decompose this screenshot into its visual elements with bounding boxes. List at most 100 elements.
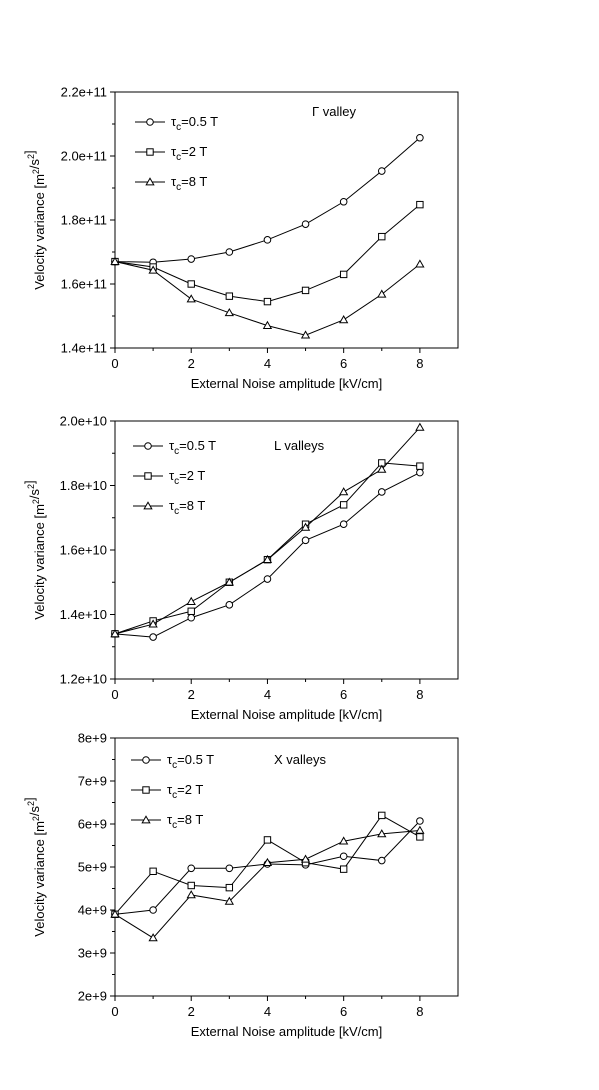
- x-tick-label: 0: [111, 687, 118, 702]
- y-tick-label: 5e+9: [78, 860, 107, 875]
- y-axis-title: Velocity variance [m2/s2]: [22, 480, 47, 619]
- legend-marker-triangle: [145, 177, 155, 186]
- x-tick-label: 6: [340, 687, 347, 702]
- panel-label: L valleys: [274, 438, 325, 453]
- data-point-circle: [225, 601, 234, 609]
- data-point-triangle: [262, 554, 273, 564]
- series-triangle: [110, 825, 425, 942]
- legend-marker-square: [142, 786, 150, 794]
- y-tick-label: 1.8e+11: [61, 213, 107, 228]
- data-point-square: [301, 286, 310, 295]
- x-axis-title: External Noise amplitude [kV/cm]: [191, 376, 382, 391]
- data-point-circle: [339, 197, 348, 206]
- series-square: [111, 459, 424, 638]
- data-point-square: [378, 811, 386, 820]
- data-point-square: [187, 881, 195, 890]
- data-point-triangle: [339, 315, 349, 324]
- data-point-square: [416, 833, 424, 841]
- data-point-circle: [149, 906, 157, 914]
- x-axis-title: External Noise amplitude [kV/cm]: [191, 707, 382, 722]
- data-point-circle: [149, 633, 157, 641]
- x-tick-label: 2: [188, 356, 195, 371]
- data-point-triangle: [339, 487, 349, 496]
- legend-marker-circle: [142, 756, 150, 764]
- x-tick-label: 4: [264, 687, 271, 702]
- legend-label: τc=0.5 T: [169, 438, 216, 457]
- data-point-circle: [377, 167, 386, 175]
- data-point-circle: [416, 133, 424, 142]
- x-tick-label: 4: [264, 356, 271, 371]
- legend: τc=0.5 T τc=2 T τc=8 T: [131, 752, 214, 831]
- legend-label: τc=8 T: [169, 498, 205, 517]
- y-tick-label: 4e+9: [78, 903, 107, 918]
- y-tick-label: 2e+9: [78, 989, 107, 1004]
- data-point-circle: [187, 613, 196, 622]
- data-point-triangle: [110, 256, 120, 265]
- series-line: [114, 427, 421, 635]
- series-square: [111, 200, 424, 306]
- series-circle: [111, 468, 424, 641]
- data-point-square: [378, 232, 386, 241]
- y-tick-label: 2.0e+11: [61, 149, 107, 164]
- x-axis-title: External Noise amplitude [kV/cm]: [191, 1024, 382, 1039]
- chart-panel-3: 2e+9 3e+9 4e+9 5e+9 6e+9 7e+9 8e+9 0 2 4 6 8 Externa…: [22, 731, 459, 1039]
- series-circle: [111, 817, 424, 919]
- data-point-triangle: [339, 836, 349, 845]
- chart-panel-2: 1.2e+10 1.4e+10 1.6e+10 1.8e+10 2.0e+10 0 2 4 6 8…: [22, 414, 459, 722]
- y-tick-label: 7e+9: [78, 774, 107, 789]
- legend-label: τc=2 T: [167, 782, 203, 801]
- data-point-triangle: [415, 259, 425, 268]
- series-line: [114, 472, 421, 638]
- legend: τc=0.5 T τc=2 T τc=8 T: [133, 438, 216, 517]
- legend-marker-triangle: [143, 501, 153, 510]
- legend-label: τc=8 T: [167, 812, 203, 831]
- plot-frame: [114, 420, 459, 680]
- y-tick-label: 1.4e+10: [60, 607, 107, 622]
- data-point-circle: [301, 220, 310, 228]
- y-tick-label: 1.8e+10: [60, 478, 107, 493]
- plot-frame: [114, 91, 459, 349]
- data-point-circle: [416, 817, 424, 825]
- series-line: [114, 829, 420, 939]
- series-square: [111, 811, 424, 918]
- data-point-circle: [187, 864, 196, 873]
- data-point-triangle: [224, 577, 234, 586]
- legend: τc=0.5 T τc=2 T τc=8 T: [135, 114, 218, 193]
- data-point-circle: [377, 856, 386, 865]
- data-point-circle: [263, 236, 272, 244]
- y-tick-label: 1.4e+11: [61, 341, 107, 356]
- x-tick-label: 0: [111, 1004, 118, 1019]
- y-tick-label: 1.6e+11: [61, 277, 107, 292]
- legend-label: τc=2 T: [171, 144, 207, 163]
- data-point-circle: [225, 864, 234, 873]
- x-tick-label: 8: [416, 1004, 423, 1019]
- legend-marker-square: [144, 472, 152, 480]
- series-line: [114, 462, 420, 635]
- x-tick-label: 4: [264, 1004, 271, 1019]
- data-point-square: [225, 883, 234, 892]
- series-circle: [111, 133, 424, 267]
- legend-label: τc=0.5 T: [171, 114, 218, 133]
- legend-marker-triangle: [141, 815, 151, 824]
- data-point-square: [263, 297, 272, 306]
- data-point-circle: [416, 468, 424, 477]
- data-point-circle: [301, 536, 310, 545]
- chart-panel-1: 1.4e+11 1.6e+11 1.8e+11 2.0e+11 2.2e+11 0 2 4 6 8…: [22, 85, 459, 391]
- data-point-circle: [225, 248, 234, 256]
- data-point-triangle: [300, 330, 311, 339]
- data-point-square: [187, 280, 195, 288]
- legend-marker-square: [146, 148, 154, 156]
- data-point-triangle: [377, 464, 387, 473]
- data-point-square: [339, 501, 348, 509]
- data-point-circle: [339, 852, 348, 861]
- data-point-circle: [339, 520, 348, 529]
- panel-label: X valleys: [274, 752, 327, 767]
- data-point-circle: [377, 488, 386, 496]
- data-point-triangle: [377, 829, 387, 838]
- y-tick-label: 1.2e+10: [60, 672, 107, 687]
- legend-marker-circle: [146, 118, 154, 126]
- data-point-triangle: [262, 320, 273, 329]
- y-tick-label: 8e+9: [78, 731, 107, 746]
- data-point-triangle: [300, 854, 311, 863]
